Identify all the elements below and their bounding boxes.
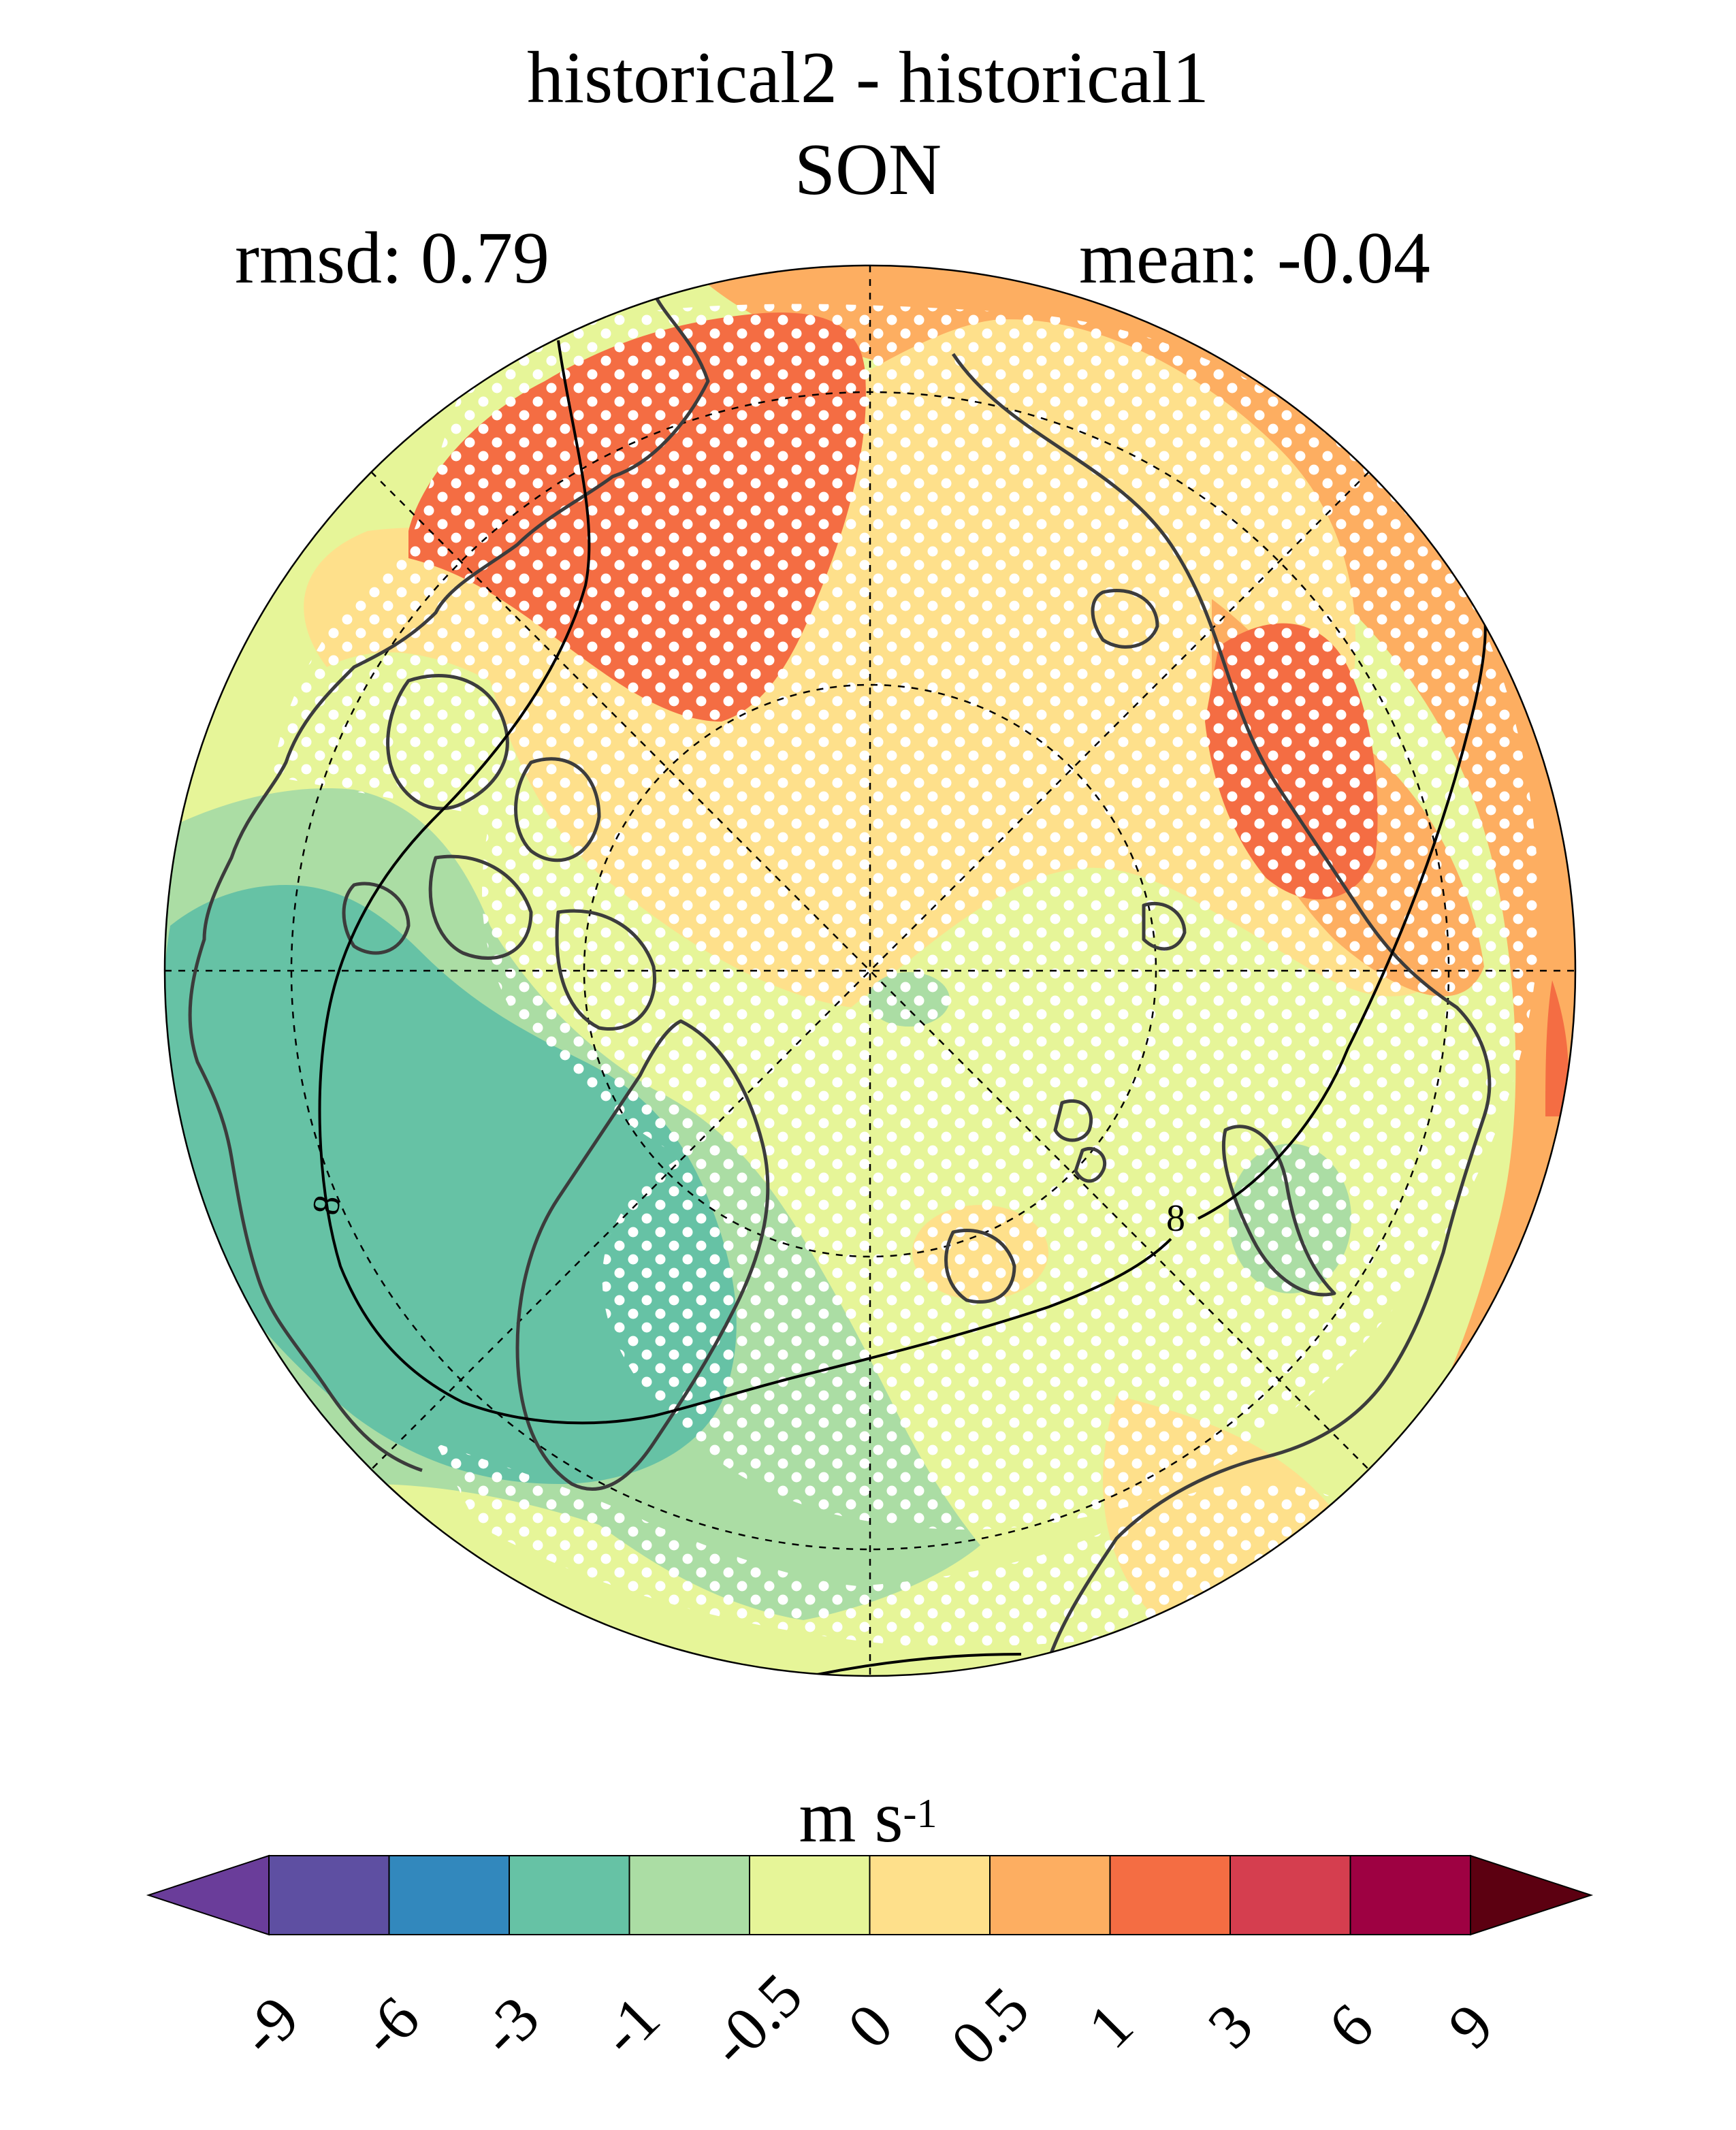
colorbar-tick-label: 0 [834,1990,905,2062]
colorbar-boxes [268,1855,1471,1935]
graticule-meridian-diag1 [370,471,1370,1470]
colorbar-tick-label: 6 [1315,1990,1386,2062]
coast-eurasia [951,353,1492,1662]
polar-map: 8 8 [163,264,1577,1677]
map-border [163,264,1577,1677]
colorbar-box-3 [628,1855,750,1935]
colorbar-box-5 [869,1855,991,1935]
stippling-region-north [272,304,1539,1530]
contour-line-bottom [816,1653,1022,1676]
contour-label-east: 8 [1166,1197,1185,1240]
colorbar-tick-label: -1 [586,1982,673,2069]
colorbar-tick-label: 3 [1194,1990,1266,2062]
colorbar-tick-label: 9 [1434,1990,1507,2062]
units-base: m s [799,1777,903,1858]
colorbar-tick-label: -3 [466,1982,553,2069]
field-orange-far-e [1545,980,1569,1116]
contour-line-east [1197,612,1487,1220]
colorbar-tick-label: -6 [346,1982,432,2069]
colorbar-tick-label: 1 [1074,1990,1146,2062]
units-exponent: -1 [903,1791,937,1836]
coast-canada-archipelago [342,674,656,1031]
colorbar-box-4 [749,1855,871,1935]
graticule-meridian-diag2 [370,471,1370,1470]
contour-line-west [318,340,1172,1425]
colorbar-extend-high [1470,1854,1594,1936]
field-green-w [165,885,737,1484]
graticule [165,265,1575,1676]
coast-north-america [188,291,710,1472]
colorbar-box-0 [268,1855,390,1935]
stippling-region-south [436,1443,1354,1647]
coast-greenland [515,1019,770,1491]
colorbar-tick-label: 0.5 [937,1973,1042,2078]
coast-svalbard [944,1228,1016,1304]
colorbar-box-7 [1109,1855,1231,1935]
colorbar-tick-label: -0.5 [696,1960,816,2080]
colorbar-units: m s-1 [0,1777,1736,1858]
contour-lines [318,340,1487,1676]
graticule-lat-80 [583,683,1157,1258]
colorbar [146,1854,1594,1936]
colorbar-tick-label: -9 [225,1982,312,2069]
coast-franz-josef [1053,1099,1107,1183]
colorbar-box-1 [388,1855,510,1935]
colorbar-box-9 [1349,1855,1471,1935]
mean-label: mean: -0.04 [1079,218,1430,299]
coastlines [188,291,1492,1662]
colorbar-box-8 [1229,1855,1351,1935]
plot-title: historical2 - historical1 [527,37,1209,118]
coast-novaya-zemlya [1221,1125,1336,1297]
colorbar-box-2 [509,1855,630,1935]
coast-new-siberian-islands [1091,588,1187,951]
rmsd-label: rmsd: 0.79 [235,218,550,299]
colorbar-box-6 [989,1855,1111,1935]
season-subtitle: SON [794,129,942,210]
colorbar-extend-low [146,1854,270,1936]
